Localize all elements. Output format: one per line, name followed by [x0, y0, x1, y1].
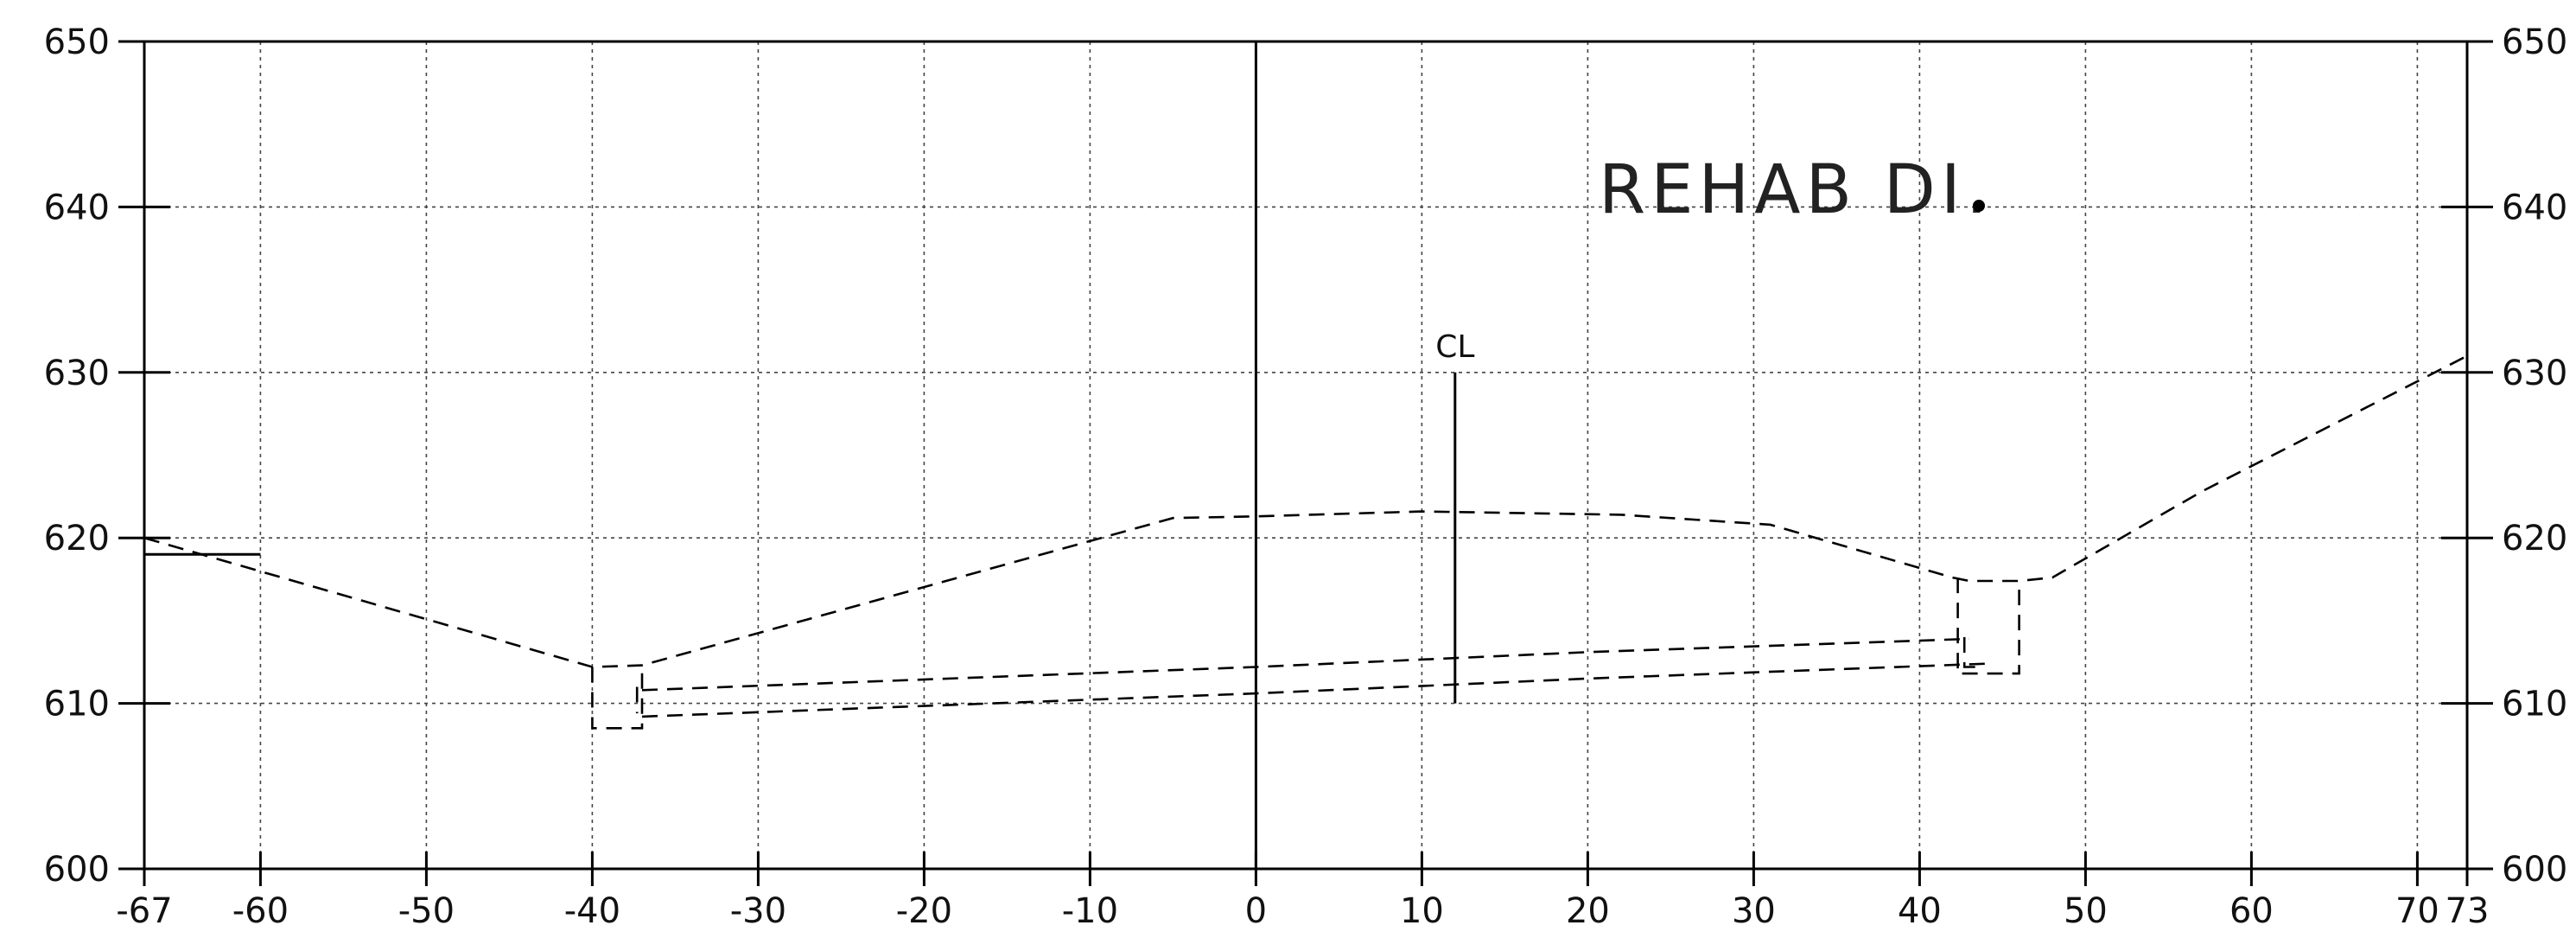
y-tick-label-left: 610	[44, 685, 110, 724]
axis-ticks	[118, 40, 2493, 886]
x-tick-label: 70	[2395, 891, 2439, 931]
x-tick-label: 10	[1400, 891, 1444, 931]
x-tick-label: -10	[1062, 891, 1118, 931]
x-tick-label: 50	[2064, 891, 2108, 931]
y-tick-labels-right: 600 610 620 630 640 650	[2502, 22, 2567, 890]
title-dot-mark	[1973, 200, 1985, 212]
x-tick-label: 30	[1732, 891, 1776, 931]
y-tick-label-right: 650	[2502, 22, 2567, 62]
x-tick-labels: -67 -60 -50 -40 -30 -20 -10 0 10 20 30 40 50 60 70 73	[116, 891, 2489, 931]
x-tick-label: -50	[398, 891, 455, 931]
x-tick-label: 60	[2229, 891, 2274, 931]
x-tick-label: -30	[730, 891, 786, 931]
profile-line-2	[641, 637, 1970, 692]
y-tick-label-left: 600	[44, 850, 110, 890]
x-tick-label: -60	[232, 891, 289, 931]
x-tick-label: 20	[1566, 891, 1610, 931]
x-tick-label: -20	[896, 891, 952, 931]
x-tick-label: 0	[1245, 891, 1267, 931]
profile-line-6	[1962, 637, 1978, 668]
gridlines	[144, 41, 2467, 869]
y-tick-label-left: 620	[44, 519, 110, 558]
x-tick-label: -67	[116, 891, 172, 931]
profile-line-1	[143, 354, 2468, 668]
y-tick-label-left: 640	[44, 188, 110, 227]
y-tick-label-left: 630	[44, 354, 110, 393]
y-tick-labels-left: 600 610 620 630 640 650	[44, 22, 110, 890]
plot-frame	[143, 40, 2469, 871]
plot-title: REHAB DI.	[1599, 151, 1993, 229]
x-tick-label: 73	[2446, 891, 2490, 931]
profile-line-4	[591, 665, 644, 730]
centerline-label: CL	[1435, 329, 1474, 365]
y-tick-label-right: 630	[2502, 354, 2567, 393]
y-tick-label-right: 640	[2502, 188, 2567, 227]
y-tick-label-right: 600	[2502, 850, 2567, 890]
y-tick-label-left: 650	[44, 22, 110, 62]
y-tick-label-right: 620	[2502, 519, 2567, 558]
profile-lines	[143, 354, 2468, 730]
y-tick-label-right: 610	[2502, 685, 2567, 724]
x-tick-label: 40	[1898, 891, 1942, 931]
profile-line-3	[641, 662, 1987, 718]
x-tick-label: -40	[564, 891, 620, 931]
profile-line-5	[1956, 577, 2020, 675]
